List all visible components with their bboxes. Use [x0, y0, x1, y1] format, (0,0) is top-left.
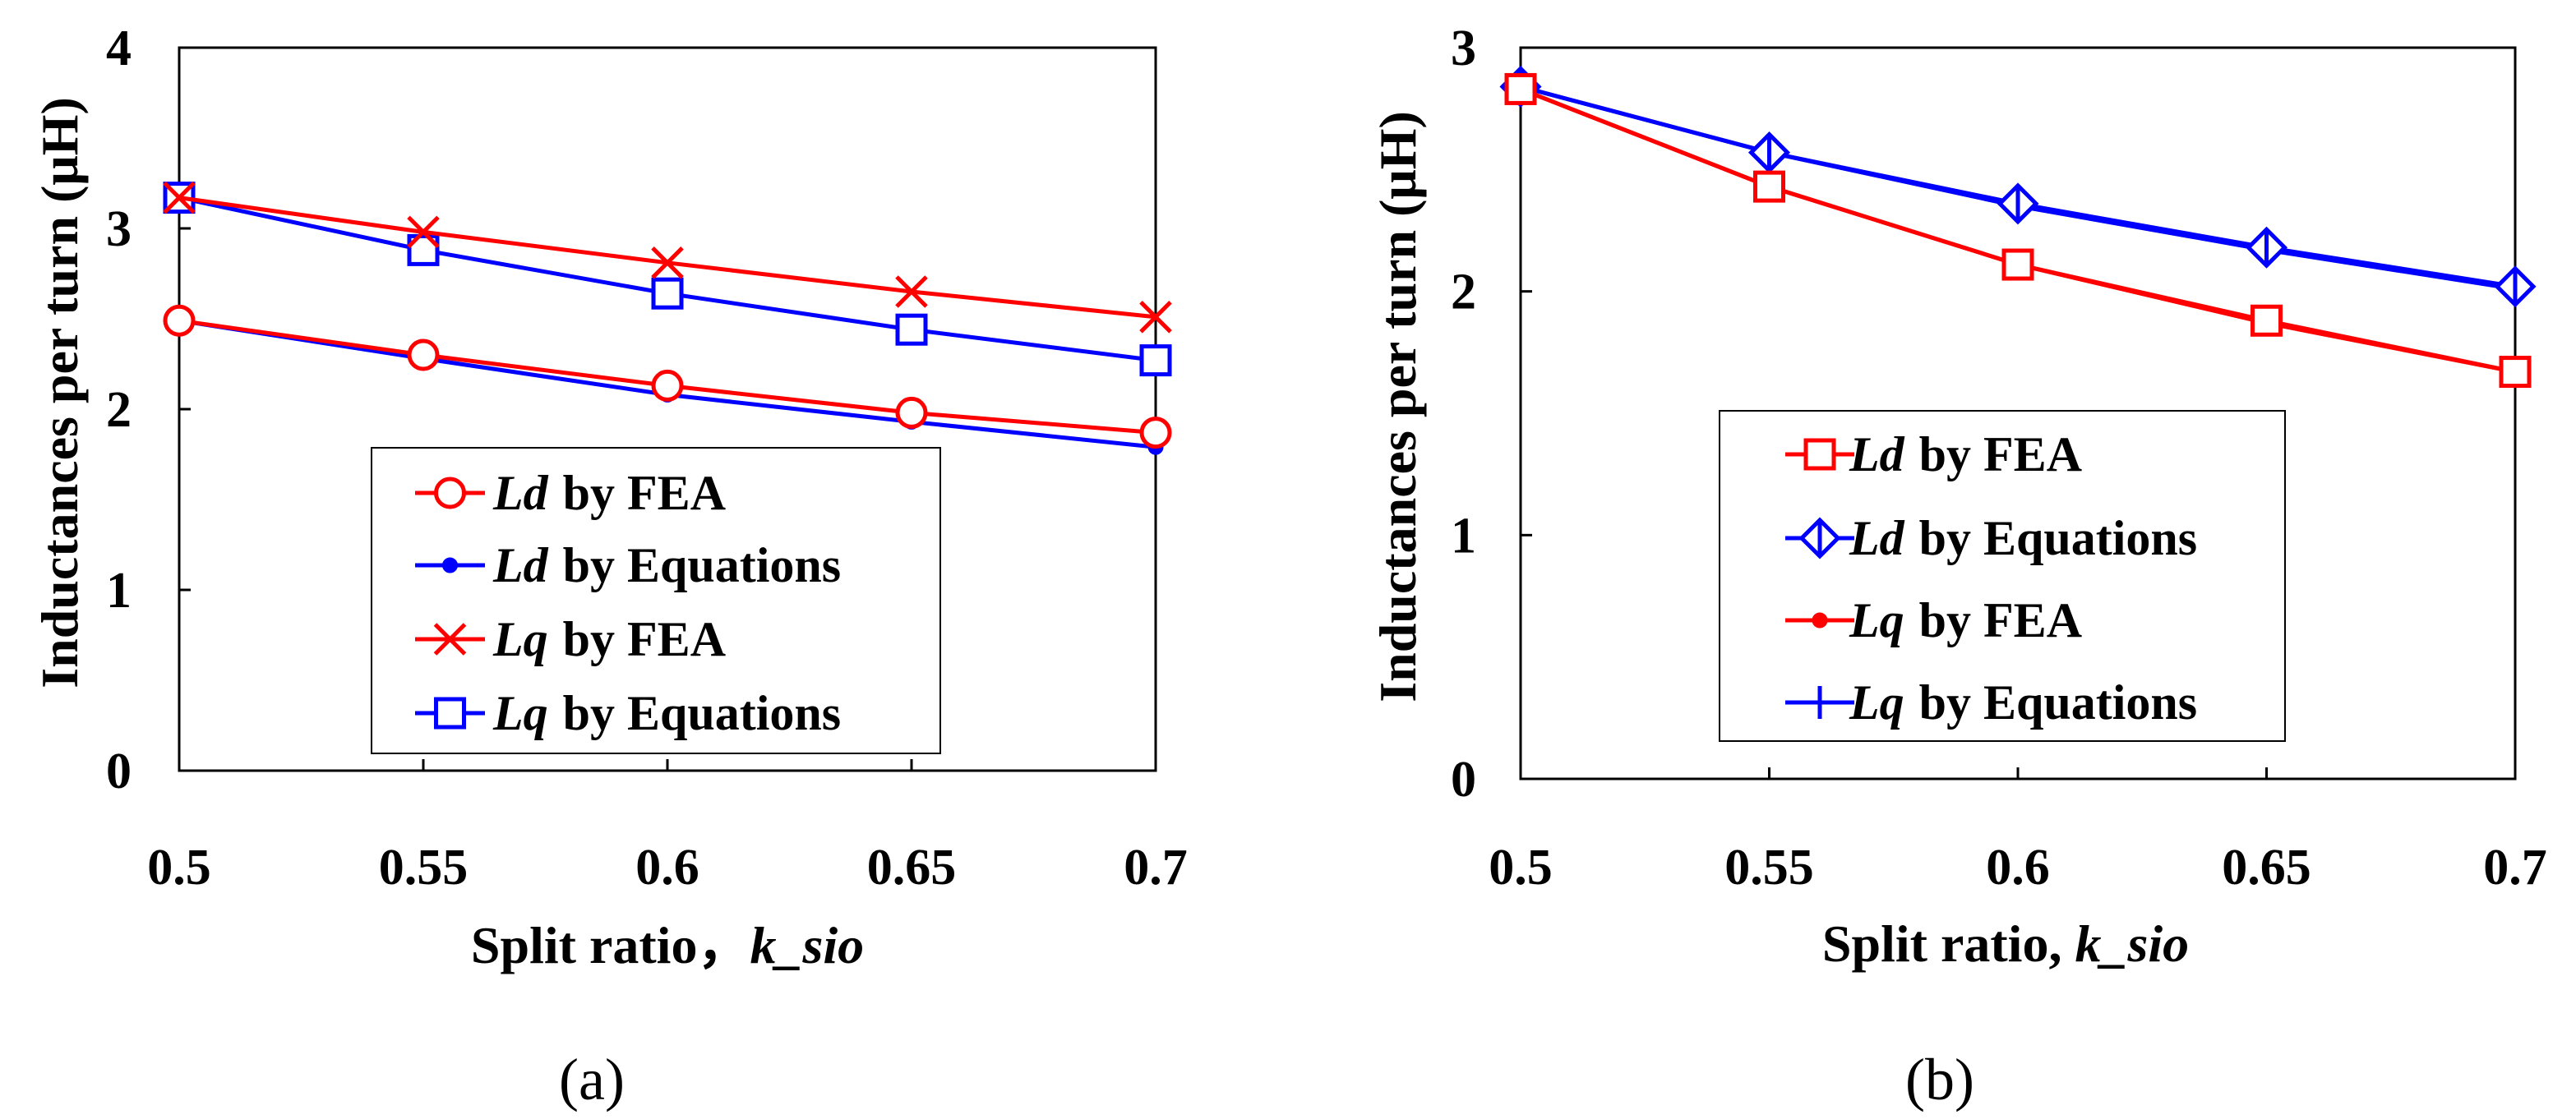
legend-swatch-marker [434, 477, 466, 509]
legend-box [1719, 410, 2286, 742]
legend-entry-symbol: Lq [492, 612, 548, 666]
legend-entry: Lq by Equations [492, 686, 841, 740]
x-tick-label: 0.5 [147, 840, 211, 896]
x-tick-label: 0.65 [2222, 840, 2311, 896]
data-point [407, 338, 440, 371]
legend-swatch-marker [433, 623, 467, 656]
y-tick-label: 3 [106, 201, 132, 257]
x-tick-label: 0.7 [1124, 840, 1188, 896]
series-line-0 [1520, 87, 2516, 375]
legend-entry-symbol: Ld [492, 538, 549, 592]
data-point [651, 277, 684, 310]
legend-entry-symbol: Ld [492, 466, 549, 520]
legend-entry-label: by FEA [563, 612, 726, 666]
legend-swatch-marker [1803, 686, 1836, 719]
legend-entry: Lq by FEA [1849, 593, 2082, 647]
x-tick-label: 0.5 [1489, 840, 1553, 896]
data-point [163, 304, 196, 337]
y-tick-label: 0 [106, 744, 132, 799]
data-point [2001, 248, 2034, 281]
x-tick-label: 0.65 [867, 840, 957, 896]
legend-entry: Ld by FEA [1849, 427, 2082, 481]
y-tick-label: 3 [1451, 21, 1476, 76]
legend-entry-symbol: Ld [1849, 511, 1905, 565]
legend-entry-symbol: Lq [1849, 593, 1904, 647]
x-tick-label: 0.7 [2483, 840, 2547, 896]
x-tick-label: 0.6 [1986, 840, 2050, 896]
x-axis-label-text: Split ratio, [1822, 914, 2075, 973]
legend-entry-label: by Equations [563, 538, 842, 592]
legend-entry-symbol: Lq [492, 686, 548, 740]
data-point [1997, 182, 2039, 225]
data-point [895, 396, 928, 429]
legend-swatch-marker [1812, 612, 1828, 629]
y-axis-label: Inductances per turn (μH) [30, 97, 89, 688]
legend-entry: Lq by FEA [492, 612, 726, 666]
data-point [1747, 131, 1791, 174]
x-tick-label: 0.55 [379, 840, 469, 896]
legend-swatch-marker [434, 697, 466, 730]
data-point [2494, 265, 2537, 308]
series-line-2 [1520, 87, 2516, 375]
legend-entry-label: by FEA [563, 466, 726, 520]
data-point [2245, 226, 2288, 269]
legend-entry-label: by FEA [1919, 593, 2082, 647]
x-tick-label: 0.55 [1724, 840, 1814, 896]
legend-entry-label: by FEA [1919, 427, 2082, 481]
data-point [895, 313, 928, 346]
legend-entry-label: by Equations [563, 686, 842, 740]
y-tick-label: 1 [106, 563, 132, 619]
legend-box [371, 447, 941, 754]
data-point [1753, 170, 1785, 203]
legend-entry-label: by Equations [1919, 675, 2198, 730]
legend-entry: Lq by Equations [1849, 675, 2197, 730]
legend-swatch-marker [1803, 438, 1836, 471]
x-axis-label-symbol: k_sio [2075, 914, 2189, 973]
y-tick-label: 2 [106, 382, 132, 438]
data-point [1139, 344, 1172, 377]
data-point [2499, 356, 2532, 389]
y-tick-label: 1 [1451, 508, 1476, 564]
data-point [1139, 301, 1172, 334]
x-axis-label-symbol: k_sio [750, 916, 864, 974]
data-point [895, 275, 928, 308]
panel-label: (b) [1905, 1047, 1974, 1112]
x-axis-label: Split ratio，k_sio [471, 916, 864, 974]
legend-entry: Ld by Equations [492, 538, 841, 592]
y-axis-label: Inductances per turn (μH) [1369, 111, 1427, 702]
y-tick-label: 0 [1451, 752, 1476, 808]
legend-entry-symbol: Lq [1849, 675, 1904, 730]
y-tick-label: 4 [106, 21, 132, 76]
legend-entry: Ld by Equations [1849, 511, 2197, 565]
legend-swatch-marker [442, 557, 458, 573]
data-point [651, 369, 684, 402]
chart-b: 0 1 2 3 0.5 0.55 0.6 0.65 0.7 Ld by FEA Ld by Equati… [1369, 21, 2547, 1112]
x-tick-label: 0.6 [635, 840, 699, 896]
legend-entry-label: by Equations [1919, 511, 2198, 565]
data-point [2251, 304, 2283, 337]
legend-entry: Ld by FEA [492, 466, 726, 520]
y-tick-label: 2 [1451, 265, 1476, 320]
data-point [163, 181, 196, 214]
legend-entry-symbol: Ld [1849, 427, 1905, 481]
data-point [407, 215, 440, 249]
x-axis-label-text: Split ratio， [471, 916, 750, 974]
data-point [1139, 417, 1172, 449]
chart-a: 0 1 2 3 4 0.5 0.55 0.6 0.65 0.7 Ld by FEA Ld by Equat… [30, 21, 1188, 1112]
panel-label: (a) [559, 1047, 625, 1112]
x-axis-label: Split ratio, k_sio [1822, 914, 2189, 973]
data-point [651, 246, 684, 279]
legend-swatch-marker [1798, 517, 1841, 560]
data-point [1504, 72, 1537, 105]
